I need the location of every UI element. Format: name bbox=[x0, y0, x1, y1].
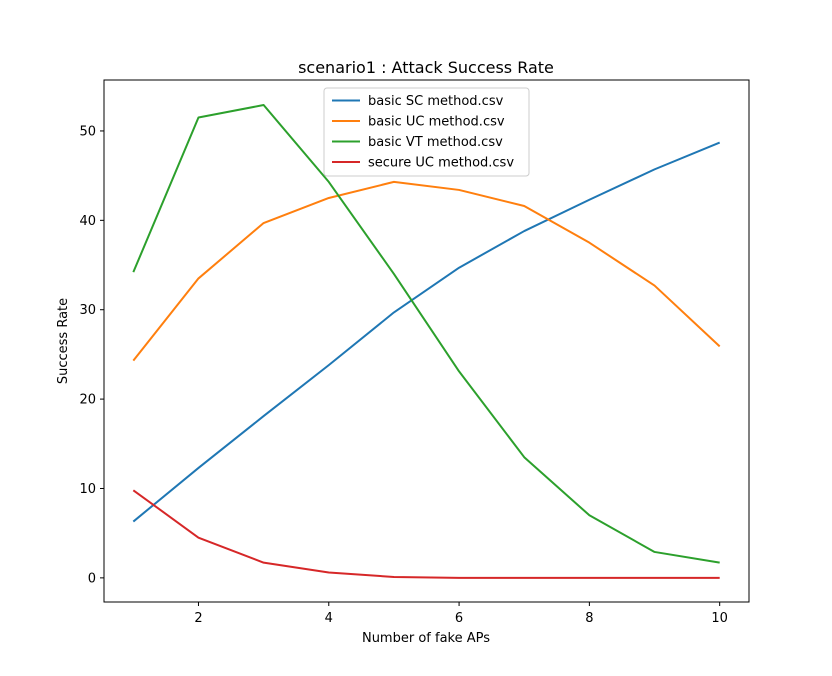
x-axis-label: Number of fake APs bbox=[362, 631, 490, 646]
x-tick-label: 2 bbox=[194, 611, 202, 626]
legend-label: basic VT method.csv bbox=[368, 135, 503, 150]
series-layer bbox=[132, 104, 721, 579]
legend: basic SC method.csv basic UC method.csv ba… bbox=[323, 87, 530, 177]
y-tick-label: 30 bbox=[79, 303, 96, 318]
legend-label: basic SC method.csv bbox=[368, 94, 504, 109]
y-tick-label: 40 bbox=[79, 214, 96, 229]
x-tick-label: 8 bbox=[585, 611, 593, 626]
y-tick-label: 50 bbox=[79, 124, 96, 139]
y-tick-label: 20 bbox=[79, 393, 96, 408]
series-line-1 bbox=[132, 141, 721, 523]
legend-box bbox=[323, 87, 530, 177]
x-tick-label: 6 bbox=[455, 611, 463, 626]
y-axis: 0 10 20 30 40 50 bbox=[79, 124, 104, 586]
y-axis-label: Success Rate bbox=[56, 298, 71, 384]
series-line-2 bbox=[132, 180, 721, 362]
chart-title: scenario1 : Attack Success Rate bbox=[298, 58, 554, 77]
y-tick-label: 0 bbox=[88, 571, 96, 586]
y-tick-label: 10 bbox=[79, 482, 96, 497]
legend-label: basic UC method.csv bbox=[368, 115, 505, 130]
series-line-3 bbox=[132, 104, 720, 564]
x-tick-label: 4 bbox=[325, 611, 333, 626]
legend-label: secure UC method.csv bbox=[368, 156, 514, 171]
series-line-4 bbox=[132, 489, 720, 579]
plot-area-frame bbox=[103, 79, 750, 603]
x-tick-label: 10 bbox=[711, 611, 728, 626]
x-axis: 2 4 6 8 10 bbox=[194, 602, 728, 626]
